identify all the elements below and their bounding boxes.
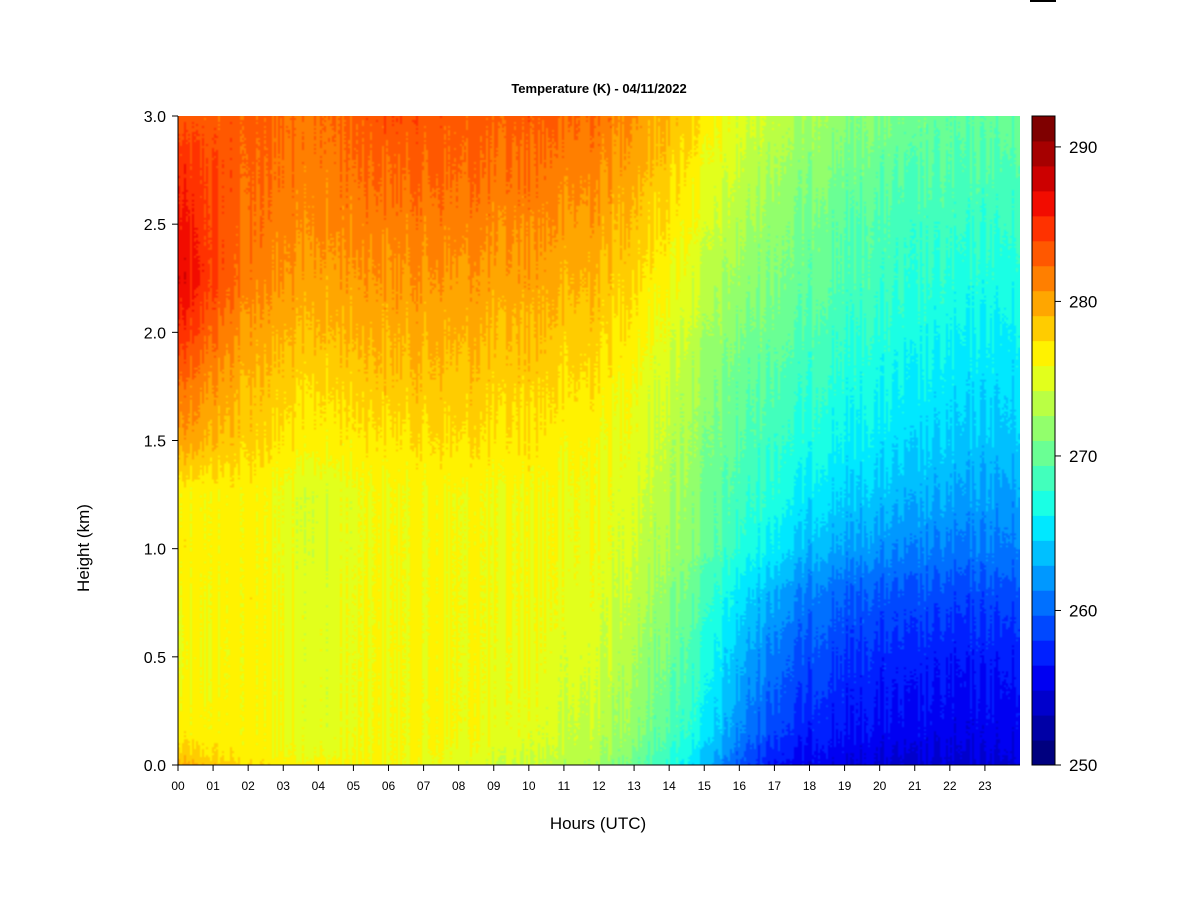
heatmap-plot-area	[178, 116, 1020, 765]
x-tick-label: 19	[838, 779, 852, 793]
x-tick-label: 00	[171, 779, 185, 793]
x-tick-label: 21	[908, 779, 922, 793]
x-tick-label: 17	[768, 779, 782, 793]
colorbar-segment	[1032, 440, 1055, 466]
y-tick-label: 2.0	[144, 325, 166, 342]
x-tick-label: 03	[277, 779, 291, 793]
x-tick-label: 16	[733, 779, 747, 793]
y-tick-label: 2.5	[144, 217, 166, 234]
colorbar-tick-label: 290	[1069, 138, 1097, 157]
colorbar-segment	[1032, 590, 1055, 616]
colorbar-frame	[1031, 115, 1056, 766]
y-axis-label: Height (km)	[74, 504, 93, 592]
colorbar-segment	[1032, 240, 1055, 267]
x-tick-label: 13	[627, 779, 641, 793]
colorbar-segment	[1032, 690, 1055, 716]
colorbar-segment	[1032, 390, 1055, 417]
x-axis: 00 01 02 03 04 05 06 07 08 09 10 11 12 13 14 15 16 17 18 19…	[171, 764, 1020, 793]
colorbar-segment	[1032, 190, 1055, 217]
x-tick-label: 05	[347, 779, 361, 793]
colorbar-segment	[1032, 640, 1055, 666]
x-tick-label: 22	[943, 779, 957, 793]
x-tick-label: 23	[978, 779, 992, 793]
x-tick-label: 04	[312, 779, 326, 793]
colorbar-segment	[1032, 415, 1055, 441]
y-tick-label: 0.0	[144, 758, 166, 775]
y-tick-label: 1.0	[144, 542, 166, 559]
colorbar-segment	[1032, 365, 1055, 392]
colorbar-tick-label: 280	[1069, 292, 1097, 311]
y-tick-label: 1.5	[144, 434, 166, 451]
x-tick-label: 02	[241, 779, 255, 793]
colorbar-segment	[1032, 315, 1055, 342]
colorbar-segment	[1032, 490, 1055, 516]
colorbar-segment	[1032, 540, 1055, 566]
x-tick-label: 20	[873, 779, 887, 793]
colorbar-segment	[1032, 116, 1055, 142]
colorbar-segment	[1032, 465, 1055, 491]
colorbar-segment	[1032, 340, 1055, 367]
colorbar-tick-label: 250	[1069, 756, 1097, 775]
x-tick-label: 18	[803, 779, 817, 793]
colorbar-tick-label: 260	[1069, 601, 1097, 620]
colorbar-segment	[1032, 715, 1055, 741]
colorbar: 250 260 270 280 290	[1031, 115, 1097, 775]
colorbar-segment	[1032, 265, 1055, 292]
x-tick-label: 07	[417, 779, 431, 793]
colorbar-segment	[1032, 215, 1055, 242]
colorbar-tick-label: 270	[1069, 447, 1097, 466]
colorbar-segment	[1032, 565, 1055, 591]
x-tick-label: 12	[592, 779, 606, 793]
corner-mark	[1030, 0, 1056, 2]
y-tick-label: 3.0	[144, 109, 166, 126]
colorbar-segment	[1032, 140, 1055, 167]
colorbar-segment	[1032, 165, 1055, 192]
colorbar-segment	[1032, 515, 1055, 541]
x-tick-label: 01	[206, 779, 220, 793]
x-tick-label: 10	[522, 779, 536, 793]
x-tick-label: 08	[452, 779, 466, 793]
x-tick-label: 14	[662, 779, 676, 793]
x-axis-label: Hours (UTC)	[550, 814, 646, 833]
heatmap-image	[178, 116, 1020, 765]
y-tick-label: 0.5	[144, 650, 166, 667]
colorbar-segment	[1032, 290, 1055, 317]
x-tick-label: 15	[698, 779, 712, 793]
colorbar-segment	[1032, 615, 1055, 641]
x-tick-label: 11	[558, 779, 571, 793]
y-axis: 0.0 0.5 1.0 1.5 2.0 2.5 3.0	[144, 109, 179, 775]
x-tick-label: 06	[382, 779, 396, 793]
chart-title: Temperature (K) - 04/11/2022	[511, 81, 686, 96]
x-tick-label: 09	[487, 779, 501, 793]
colorbar-segment	[1032, 665, 1055, 691]
colorbar-segment	[1032, 740, 1055, 766]
